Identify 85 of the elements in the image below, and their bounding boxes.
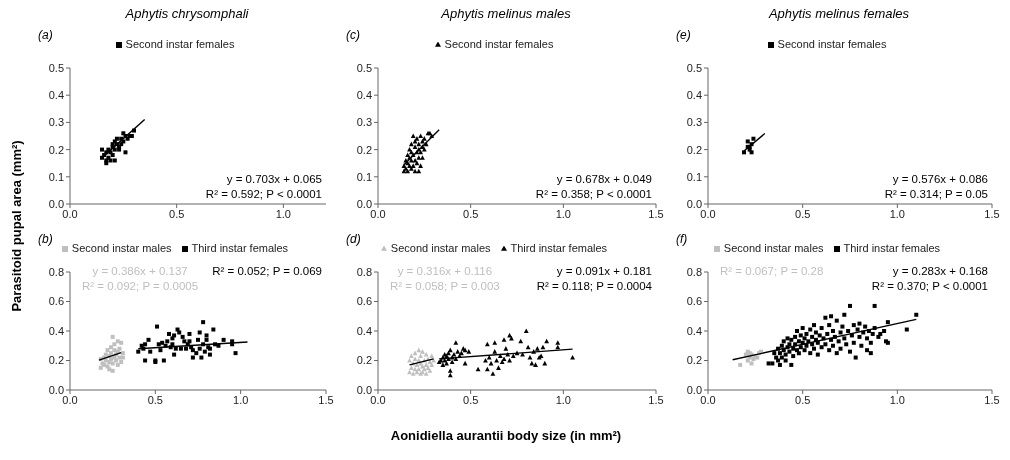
text: (f) bbox=[676, 232, 688, 246]
x-tick-label: 0.0 bbox=[700, 393, 716, 406]
y-tick-label: 0.6 bbox=[686, 295, 702, 308]
x-tick-label: 0.0 bbox=[62, 393, 78, 406]
legend-label: Second instar males bbox=[723, 242, 824, 254]
y-tick-label: 0.1 bbox=[356, 170, 372, 183]
y-tick-label: 0.3 bbox=[686, 116, 702, 129]
y-tick-label: 0.2 bbox=[356, 143, 372, 156]
x-tick-label: 0.5 bbox=[795, 393, 811, 406]
x-axis-title: Aonidiella aurantii body size (in mm²) bbox=[389, 428, 623, 443]
text: (c) bbox=[346, 28, 360, 42]
y-tick-label: 0.8 bbox=[686, 265, 702, 278]
x-tick-label: 1.5 bbox=[984, 393, 1000, 406]
legend-label: Second instar females bbox=[125, 38, 235, 50]
y-tick-label: 0.4 bbox=[48, 324, 64, 337]
legend-label: Third instar females bbox=[843, 242, 941, 254]
y-tick-label: 0.2 bbox=[356, 354, 372, 367]
text: (a) bbox=[38, 28, 53, 42]
x-tick-label: 0.5 bbox=[463, 207, 479, 220]
y-tick-label: 0.0 bbox=[48, 197, 64, 210]
y-tick-label: 0.0 bbox=[48, 383, 64, 396]
annotation: y = 0.091x + 0.181 R² = 0.118; P = 0.0004 bbox=[536, 264, 652, 294]
annotation: y = 0.678x + 0.049 R² = 0.358; P < 0.0001 bbox=[535, 172, 652, 202]
y-tick-label: 0.1 bbox=[686, 170, 702, 183]
legend-label: Second instar females bbox=[777, 38, 887, 50]
y-tick-label: 0.8 bbox=[356, 265, 372, 278]
annotation: y = 0.386x + 0.137 R² = 0.092; P = 0.0005 bbox=[82, 264, 199, 294]
x-tick-label: 0.0 bbox=[370, 393, 386, 406]
text: (d) bbox=[346, 232, 361, 246]
annotation: R² = 0.052; P = 0.069 bbox=[212, 264, 322, 279]
y-tick-label: 0.4 bbox=[356, 89, 372, 102]
y-tick-label: 0.3 bbox=[356, 116, 372, 129]
y-tick-label: 0.6 bbox=[356, 295, 372, 308]
annotation: y = 0.316x + 0.116 R² = 0.058; P = 0.003 bbox=[390, 264, 500, 294]
y-tick-label: 0.5 bbox=[48, 61, 64, 74]
x-tick-label: 1.5 bbox=[984, 207, 1000, 220]
y-tick-label: 0.2 bbox=[48, 143, 64, 156]
x-tick-label: 0.5 bbox=[795, 207, 811, 220]
y-tick-label: 0.5 bbox=[356, 61, 372, 74]
x-tick-label: 0.5 bbox=[463, 393, 479, 406]
text: (b) bbox=[38, 232, 53, 246]
x-tick-label: 1.0 bbox=[275, 207, 291, 220]
y-tick-label: 0.0 bbox=[356, 197, 372, 210]
y-tick-label: 0.4 bbox=[356, 324, 372, 337]
chart-title: Aphytis melinus males bbox=[440, 6, 572, 21]
annotation: y = 0.283x + 0.168 R² = 0.370; P < 0.0001 bbox=[871, 264, 988, 294]
x-tick-label: 0.5 bbox=[147, 393, 163, 406]
x-tick-label: 1.0 bbox=[555, 207, 571, 220]
x-tick-label: 1.0 bbox=[889, 207, 905, 220]
annotation: y = 0.703x + 0.065 R² = 0.592; P < 0.0001 bbox=[205, 172, 322, 202]
y-axis-title: Parasitoid pupal area (mm²) bbox=[8, 140, 24, 312]
y-tick-label: 0.2 bbox=[686, 143, 702, 156]
x-tick-label: 0.0 bbox=[62, 207, 78, 220]
y-tick-label: 0.1 bbox=[48, 170, 64, 183]
x-tick-label: 1.5 bbox=[648, 207, 664, 220]
y-tick-label: 0.2 bbox=[48, 354, 64, 367]
legend-label: Second instar males bbox=[390, 242, 491, 254]
x-tick-label: 1.5 bbox=[318, 393, 334, 406]
y-tick-label: 0.4 bbox=[686, 89, 702, 102]
chart-title: Aphytis chrysomphali bbox=[124, 6, 250, 21]
y-tick-label: 0.0 bbox=[686, 383, 702, 396]
annotation: y = 0.576x + 0.086 R² = 0.314; P = 0.05 bbox=[884, 172, 988, 202]
x-tick-label: 1.0 bbox=[889, 393, 905, 406]
x-tick-label: 1.5 bbox=[648, 393, 664, 406]
x-tick-label: 0.0 bbox=[700, 207, 716, 220]
y-tick-label: 0.5 bbox=[686, 61, 702, 74]
chart-title: Aphytis melinus females bbox=[767, 6, 911, 21]
y-tick-label: 0.0 bbox=[686, 197, 702, 210]
y-tick-label: 0.4 bbox=[48, 89, 64, 102]
x-tick-label: 0.5 bbox=[169, 207, 185, 220]
legend-label: Third instar females bbox=[510, 242, 608, 254]
text: (e) bbox=[676, 28, 691, 42]
legend-label: Second instar females bbox=[444, 38, 554, 50]
legend-label: Second instar males bbox=[71, 242, 172, 254]
y-tick-label: 0.2 bbox=[686, 354, 702, 367]
legend-label: Third instar females bbox=[191, 242, 289, 254]
annotation: R² = 0.067; P = 0.28 bbox=[720, 264, 824, 279]
y-tick-label: 0.6 bbox=[48, 295, 64, 308]
x-tick-label: 1.0 bbox=[233, 393, 249, 406]
y-tick-label: 0.8 bbox=[48, 265, 64, 278]
y-tick-label: 0.0 bbox=[356, 383, 372, 396]
y-tick-label: 0.4 bbox=[686, 324, 702, 337]
y-tick-label: 0.3 bbox=[48, 116, 64, 129]
x-tick-label: 1.0 bbox=[555, 393, 571, 406]
x-tick-label: 0.0 bbox=[370, 207, 386, 220]
